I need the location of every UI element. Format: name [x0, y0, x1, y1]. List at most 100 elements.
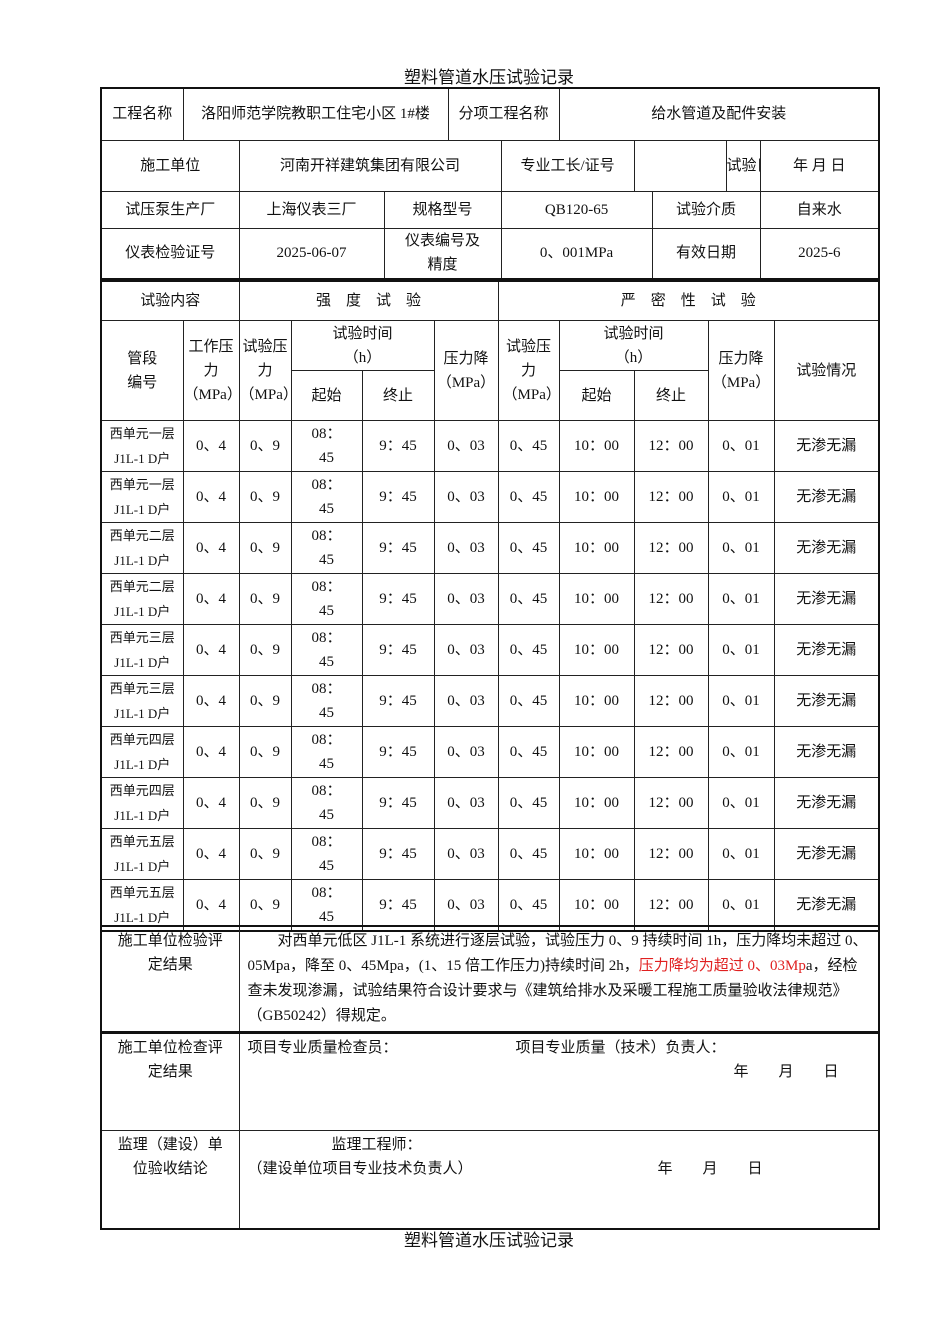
project-name-label: 工程名称 [100, 87, 184, 141]
tight-end-time-cell: 12：00 [633, 726, 709, 778]
t-end-header: 终止 [633, 370, 709, 421]
gauge: 0、001MPa [500, 227, 653, 280]
work-pressure-cell: 0、4 [182, 675, 240, 727]
pressure-drop-cell: 0、03 [433, 726, 499, 778]
tight-start-time-cell: 10：00 [558, 726, 635, 778]
table-row: 西单元四层 J1L-1 D户 0、4 0、9 08：45 9：45 0、03 0、45 10：… [100, 777, 880, 829]
tight-pressure-drop-cell: 0、01 [707, 675, 775, 727]
segment-cell: 西单元二层 J1L-1 D户 [100, 522, 184, 574]
table-row: 西单元四层 J1L-1 D户 0、4 0、9 08：45 9：45 0、03 0、45 10：… [100, 726, 880, 778]
start-time-cell: 08：45 [290, 777, 363, 829]
gauge-label: 仪表编号及精度 [383, 227, 502, 280]
test-pressure-cell: 0、9 [238, 879, 292, 932]
tight-test-pressure-cell: 0、45 [497, 879, 560, 932]
pressure-drop-cell: 0、03 [433, 675, 499, 727]
tight-end-time-cell: 12：00 [633, 675, 709, 727]
test-table: 试验内容 强 度 试 验 严 密 性 试 验 管段编号 工作压力（MPa） 试验… [100, 279, 881, 932]
supervision-label: 监理（建设）单位验收结论 [100, 1130, 240, 1229]
tightness-header: 严 密 性 试 验 [497, 280, 880, 321]
result-header: 试验情况 [773, 320, 880, 421]
end-time-cell: 9：45 [361, 471, 435, 523]
pressure-drop-cell: 0、03 [433, 624, 499, 676]
segment-cell: 西单元四层 J1L-1 D户 [100, 726, 184, 778]
result-cell: 无渗无漏 [773, 726, 880, 778]
start-time-cell: 08：45 [290, 624, 363, 676]
work-pressure-cell: 0、4 [182, 522, 240, 574]
work-pressure-header: 工作压力（MPa） [182, 320, 240, 421]
work-pressure-cell: 0、4 [182, 624, 240, 676]
start-header: 起始 [290, 370, 363, 421]
work-pressure-cell: 0、4 [182, 420, 240, 472]
test-pressure-cell: 0、9 [238, 777, 292, 829]
tight-start-time-cell: 10：00 [558, 828, 635, 880]
test-pressure-cell: 0、9 [238, 726, 292, 778]
result-cell: 无渗无漏 [773, 573, 880, 625]
table-row: 西单元一层 J1L-1 D户 0、4 0、9 08：45 9：45 0、03 0、45 10：… [100, 420, 880, 472]
medium-label: 试验介质 [651, 190, 761, 229]
tight-pressure-drop-cell: 0、01 [707, 522, 775, 574]
start-time-cell: 08：45 [290, 828, 363, 880]
test-time-header: 试验时间（h） [290, 320, 435, 371]
work-pressure-cell: 0、4 [182, 828, 240, 880]
end-header: 终止 [361, 370, 435, 421]
foreman-label: 专业工长/证号 [500, 139, 635, 192]
table-row: 西单元二层 J1L-1 D户 0、4 0、9 08：45 9：45 0、03 0、45 10：… [100, 573, 880, 625]
result-cell: 无渗无漏 [773, 777, 880, 829]
evaluation-text-red: 压力降均为超过 0、03Mp [638, 958, 806, 974]
inspection-date: 年 月 日 [733, 1064, 839, 1080]
tight-end-time-cell: 12：00 [633, 522, 709, 574]
segment-cell: 西单元四层 J1L-1 D户 [100, 777, 184, 829]
segment-cell: 西单元一层 J1L-1 D户 [100, 471, 184, 523]
result-cell: 无渗无漏 [773, 828, 880, 880]
manager-label: 项目专业质量（技术）负责人： [515, 1040, 726, 1056]
tight-pressure-drop-cell: 0、01 [707, 879, 775, 932]
engineer-label: 监理工程师： [331, 1137, 422, 1153]
model-label: 规格型号 [383, 190, 502, 229]
tight-end-time-cell: 12：00 [633, 420, 709, 472]
end-time-cell: 9：45 [361, 624, 435, 676]
work-pressure-cell: 0、4 [182, 777, 240, 829]
sub-project: 给水管道及配件安装 [558, 87, 880, 141]
t-test-pressure-header: 试验压力（MPa） [497, 320, 560, 421]
table-row: 西单元三层 J1L-1 D户 0、4 0、9 08：45 9：45 0、03 0、45 10：… [100, 675, 880, 727]
tight-start-time-cell: 10：00 [558, 420, 635, 472]
tight-test-pressure-cell: 0、45 [497, 573, 560, 625]
test-pressure-cell: 0、9 [238, 675, 292, 727]
owner-label: （建设单位项目专业技术负责人） [247, 1161, 473, 1177]
start-time-cell: 08：45 [290, 675, 363, 727]
test-pressure-cell: 0、9 [238, 624, 292, 676]
tight-test-pressure-cell: 0、45 [497, 471, 560, 523]
result-cell: 无渗无漏 [773, 471, 880, 523]
work-pressure-cell: 0、4 [182, 726, 240, 778]
sub-project-label: 分项工程名称 [447, 87, 560, 141]
tight-test-pressure-cell: 0、45 [497, 777, 560, 829]
test-pressure-cell: 0、9 [238, 471, 292, 523]
start-time-cell: 08：45 [290, 522, 363, 574]
tight-pressure-drop-cell: 0、01 [707, 726, 775, 778]
start-time-cell: 08：45 [290, 726, 363, 778]
end-time-cell: 9：45 [361, 675, 435, 727]
result-cell: 无渗无漏 [773, 624, 880, 676]
result-cell: 无渗无漏 [773, 420, 880, 472]
end-time-cell: 9：45 [361, 777, 435, 829]
inspection-label: 施工单位检查评定结果 [100, 1031, 240, 1131]
foreman [633, 139, 727, 192]
end-time-cell: 9：45 [361, 726, 435, 778]
segment-cell: 西单元一层 J1L-1 D户 [100, 420, 184, 472]
segment-cell: 西单元五层 J1L-1 D户 [100, 828, 184, 880]
footer-title: 塑料管道水压试验记录 [404, 1231, 574, 1250]
table-row: 西单元五层 J1L-1 D户 0、4 0、9 08：45 9：45 0、03 0、45 10：… [100, 879, 880, 932]
segment-cell: 西单元三层 J1L-1 D户 [100, 675, 184, 727]
evaluation-text-a: 对西单元低区 J1L-1 系统进行逐层试验，试验压力 0、9 持续时间 1h，压… [247, 933, 868, 974]
valid-label: 有效日期 [651, 227, 761, 280]
content-header: 试验内容 [100, 280, 240, 321]
work-pressure-cell: 0、4 [182, 471, 240, 523]
work-pressure-cell: 0、4 [182, 573, 240, 625]
tight-end-time-cell: 12：00 [633, 471, 709, 523]
segment-cell: 西单元五层 J1L-1 D户 [100, 879, 184, 932]
end-time-cell: 9：45 [361, 879, 435, 932]
table-row: 西单元三层 J1L-1 D户 0、4 0、9 08：45 9：45 0、03 0、45 10：… [100, 624, 880, 676]
end-time-cell: 9：45 [361, 420, 435, 472]
project-name: 洛阳师范学院教职工住宅小区 1#楼 [182, 87, 449, 141]
t-pressure-drop-header: 压力降（MPa） [707, 320, 775, 421]
